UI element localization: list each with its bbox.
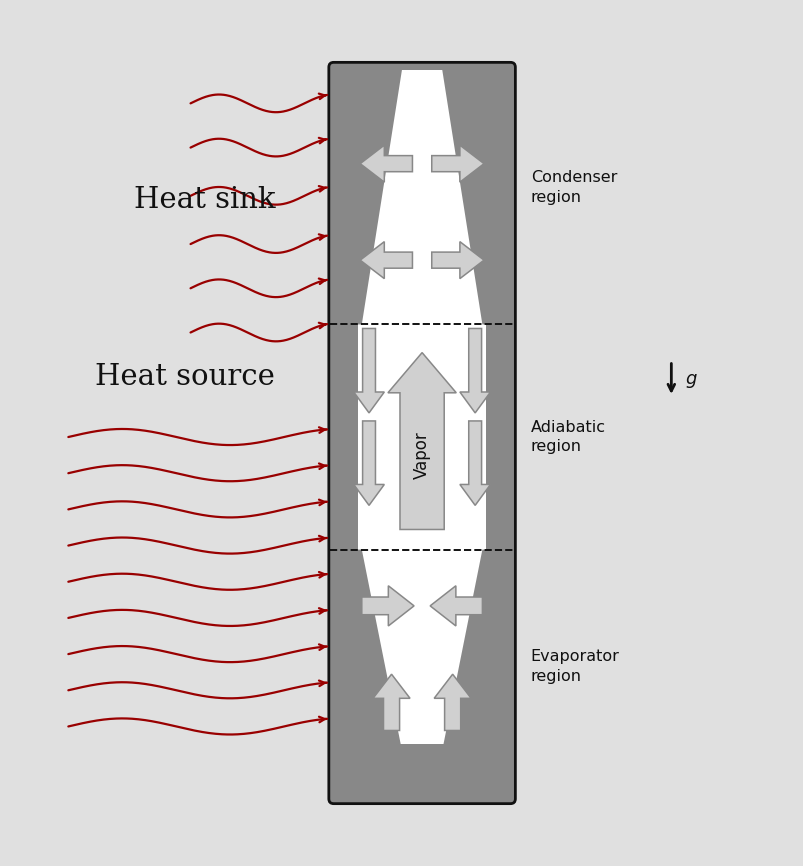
FancyArrow shape bbox=[353, 328, 384, 413]
Polygon shape bbox=[442, 550, 486, 797]
Text: Evaporator
region: Evaporator region bbox=[530, 649, 619, 683]
FancyArrow shape bbox=[361, 585, 414, 626]
FancyArrow shape bbox=[430, 585, 482, 626]
FancyBboxPatch shape bbox=[328, 62, 515, 804]
FancyArrow shape bbox=[431, 242, 483, 279]
FancyArrow shape bbox=[353, 421, 384, 506]
FancyArrow shape bbox=[360, 242, 412, 279]
Bar bbox=[357, 69, 486, 797]
Polygon shape bbox=[442, 69, 486, 325]
Text: Adiabatic
region: Adiabatic region bbox=[530, 420, 605, 455]
Polygon shape bbox=[357, 69, 402, 325]
FancyArrow shape bbox=[360, 145, 412, 182]
FancyArrow shape bbox=[459, 421, 490, 506]
Text: g: g bbox=[685, 370, 696, 388]
FancyArrow shape bbox=[459, 328, 490, 413]
Text: Heat sink: Heat sink bbox=[134, 186, 275, 214]
Text: Vapor: Vapor bbox=[413, 431, 430, 479]
FancyArrow shape bbox=[434, 675, 471, 731]
Text: Heat source: Heat source bbox=[95, 363, 275, 391]
FancyArrow shape bbox=[431, 145, 483, 182]
Text: Condenser
region: Condenser region bbox=[530, 171, 616, 205]
FancyArrow shape bbox=[373, 675, 410, 731]
Bar bbox=[357, 744, 486, 797]
FancyArrow shape bbox=[388, 352, 456, 529]
Polygon shape bbox=[357, 550, 402, 797]
